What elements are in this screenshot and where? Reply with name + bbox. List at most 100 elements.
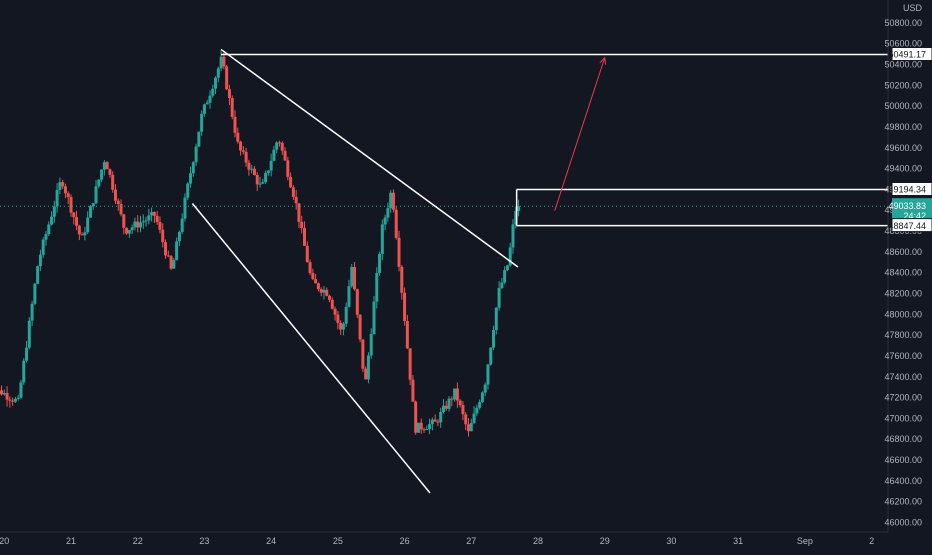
candle-body [17, 398, 20, 399]
candle [372, 296, 375, 335]
price-tick-label: 47800.00 [884, 330, 922, 340]
candle-body [75, 217, 78, 226]
candle-body [473, 413, 476, 423]
candle-body [81, 234, 84, 235]
candle-body [3, 393, 6, 394]
price-tick-label: 47400.00 [884, 372, 922, 382]
candle-body [70, 197, 73, 213]
candle-body [256, 175, 259, 184]
candle-body [161, 230, 164, 242]
candle-body [375, 273, 378, 302]
candle-body [8, 400, 11, 401]
price-tick-label: 50200.00 [884, 80, 922, 90]
candle-body [500, 283, 503, 288]
candle [414, 400, 417, 434]
candle [22, 358, 25, 385]
candle-body [217, 68, 220, 77]
price-tick-label: 50000.00 [884, 101, 922, 111]
candle-body [33, 284, 36, 304]
candle-body [448, 399, 451, 409]
time-tick-label: 20 [0, 536, 9, 546]
price-tick-label: 50800.00 [884, 18, 922, 28]
candle-body [228, 89, 231, 98]
candle-body [314, 279, 317, 283]
candle-body [234, 117, 237, 133]
candle-body [278, 142, 281, 143]
candle-body [411, 380, 414, 402]
candle [106, 161, 109, 169]
price-level-label[interactable]: 49194.34 [888, 182, 932, 195]
candle-body [167, 255, 170, 256]
candle-body [303, 228, 306, 246]
candle-body [325, 290, 328, 296]
candle-body [86, 218, 89, 233]
candle [395, 206, 398, 240]
candle-body [481, 393, 484, 403]
candle-body [78, 226, 81, 235]
candle-body [259, 184, 262, 185]
current-price-value: 49033.83 [888, 201, 926, 211]
candle-body [467, 424, 470, 431]
candle-body [206, 103, 209, 105]
candle-body [239, 142, 242, 151]
time-tick-label: 2 [869, 536, 874, 546]
candle [350, 264, 353, 288]
candle-body [125, 228, 128, 234]
candle-body [31, 304, 34, 321]
candle-body [289, 177, 292, 187]
candle-body [359, 315, 362, 340]
candle-body [423, 429, 426, 430]
price-level-label[interactable]: 50491.17 [888, 48, 932, 61]
candle [231, 95, 234, 119]
candle-body [409, 348, 412, 379]
candle-body [492, 330, 495, 348]
candle-body [186, 184, 189, 198]
candle-body [453, 389, 456, 400]
candle-body [461, 405, 464, 414]
candle-body [450, 399, 453, 400]
candle-body [334, 309, 337, 315]
price-tick-label: 48600.00 [884, 247, 922, 257]
price-level-label[interactable]: 48847.44 [888, 219, 932, 232]
price-tick-label: 49400.00 [884, 164, 922, 174]
candle-body [311, 273, 314, 279]
time-tick-label: Sep [797, 536, 813, 546]
price-tick-label: 47000.00 [884, 413, 922, 423]
price-axis[interactable]: 46000.0046200.0046400.0046600.0046800.00… [884, 0, 932, 550]
candle-body [61, 182, 64, 186]
candle-body [292, 187, 295, 197]
candle-body [445, 406, 448, 409]
price-tick-label: 49800.00 [884, 122, 922, 132]
candle-body [164, 242, 167, 255]
candle-body [459, 401, 462, 405]
candle-body [139, 222, 142, 227]
candle-body [395, 210, 398, 238]
candle-body [498, 288, 501, 308]
time-tick-label: 31 [733, 536, 743, 546]
candle-body [245, 152, 248, 163]
candle-body [53, 206, 56, 216]
candle-body [517, 206, 520, 211]
candle-body [189, 173, 192, 183]
candle [28, 317, 31, 349]
time-tick-label: 25 [333, 536, 343, 546]
candle [170, 255, 173, 270]
candle-body [28, 321, 31, 348]
candle-body [178, 232, 181, 241]
candle-body [478, 402, 481, 408]
candle [186, 182, 189, 200]
candle-body [14, 399, 17, 402]
candle-body [250, 169, 253, 170]
candle-body [36, 266, 39, 284]
candle-body [342, 324, 345, 330]
candle-body [19, 382, 22, 397]
candle-body [486, 365, 489, 385]
candle-body [44, 234, 47, 240]
candle [361, 339, 364, 372]
price-tick-label: 46800.00 [884, 434, 922, 444]
candle-body [286, 160, 289, 177]
candle [33, 283, 36, 306]
